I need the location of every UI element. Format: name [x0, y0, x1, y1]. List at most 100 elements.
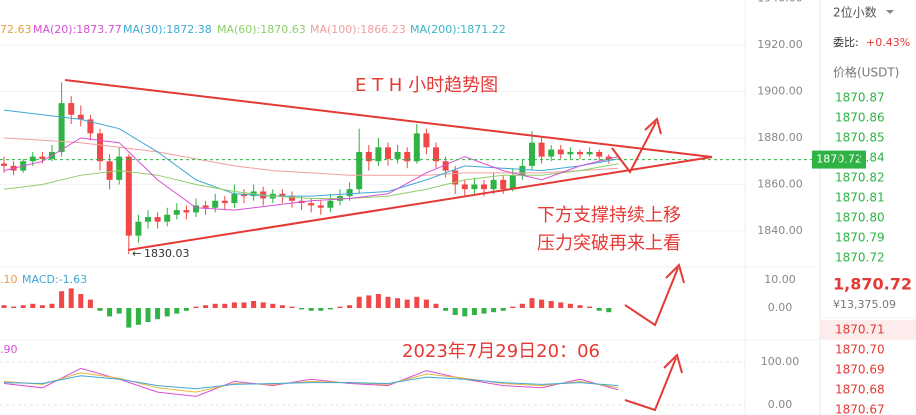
low-label: 1830.03	[144, 247, 190, 260]
candle-body	[375, 147, 382, 162]
rsi-line	[3, 375, 619, 390]
macd-bar	[49, 303, 55, 308]
candle-body	[413, 133, 420, 162]
bid-price: 1870.69	[835, 363, 885, 377]
candle-body	[509, 175, 516, 190]
ma-line	[3, 109, 619, 197]
macd-bar	[289, 306, 295, 308]
macd-bar	[318, 308, 324, 311]
macd-bar	[375, 294, 381, 308]
macd-bar	[337, 306, 343, 308]
annotation-title: E T H 小时趋势图	[355, 75, 498, 96]
macd-bar	[443, 308, 449, 311]
macd-bar	[260, 302, 266, 308]
arrow	[624, 267, 679, 327]
candle-body	[308, 203, 315, 206]
macd-bar	[539, 299, 545, 308]
macd-bar	[164, 308, 170, 317]
price-tick-label: 1920.00	[757, 38, 803, 51]
macd-legend: .10	[0, 273, 18, 286]
candle-body	[29, 156, 36, 162]
candle-body	[317, 205, 324, 208]
candle-body	[586, 151, 593, 155]
candle-body	[221, 200, 228, 204]
annotation-pressure: 压力突破再来上看	[537, 233, 681, 254]
macd-bar	[327, 308, 333, 310]
candle-body	[58, 103, 65, 152]
candle-body	[183, 210, 190, 213]
order-book-panel	[820, 0, 916, 415]
support-line	[127, 156, 713, 251]
ma-legend: MA(200):1871.22	[410, 23, 506, 36]
candle-body	[173, 210, 180, 215]
macd-bar	[87, 299, 93, 308]
ratio-value: +0.43%	[866, 36, 910, 49]
macd-bar	[587, 306, 593, 308]
macd-bar	[97, 308, 103, 311]
macd-bar	[30, 303, 36, 308]
candle-body	[77, 114, 84, 120]
ma-line	[3, 137, 619, 211]
candle-body	[97, 133, 103, 162]
candle-body	[135, 221, 142, 236]
candle-body	[452, 170, 459, 185]
precision-select[interactable]: 2位小数	[833, 5, 877, 20]
macd-bar	[20, 305, 26, 308]
cny-price: ¥13,375.09	[833, 298, 896, 311]
candle-body	[442, 161, 449, 171]
macd-tick-label: 0.00	[768, 301, 793, 314]
macd-bar	[404, 299, 410, 308]
bid-highlight	[820, 320, 916, 340]
macd-bar	[471, 308, 477, 315]
candle-body	[519, 165, 526, 176]
candle-body	[68, 103, 75, 115]
candle-body	[500, 179, 507, 190]
candle-body	[202, 205, 209, 208]
macd-bar	[1, 305, 7, 308]
macd-bar	[11, 306, 17, 308]
candle-body	[577, 151, 583, 155]
rsi-line	[3, 372, 619, 393]
candle-body	[87, 119, 94, 134]
macd-bar	[558, 302, 564, 308]
candle-body	[125, 156, 132, 236]
bid-price: 1870.68	[835, 383, 885, 397]
candle-body	[385, 147, 391, 159]
macd-bar	[347, 305, 353, 308]
macd-bar	[356, 296, 362, 308]
resistance-line	[64, 79, 713, 158]
macd-bar	[155, 308, 161, 320]
arrowhead	[644, 117, 662, 135]
macd-bar	[68, 288, 74, 308]
last-price: 1,870.72	[833, 275, 912, 294]
macd-bar	[174, 308, 180, 314]
candle-body	[356, 151, 363, 190]
macd-bar	[135, 308, 141, 325]
ask-price: 1870.80	[835, 211, 885, 225]
candle-body	[433, 147, 439, 162]
ask-price: 1870.82	[835, 171, 885, 185]
macd-bar	[193, 306, 199, 308]
candle-body	[538, 142, 545, 157]
macd-bar	[270, 303, 276, 308]
candle-body	[423, 133, 430, 148]
price-tick-label: 1940.00	[757, 0, 803, 5]
ma-legend: MA(20):1873.77	[33, 23, 122, 36]
candle-body	[481, 184, 487, 190]
macd-bar	[481, 308, 487, 314]
price-tick-label: 1840.00	[757, 224, 803, 237]
drawings	[64, 79, 713, 412]
candle-body	[461, 184, 468, 190]
macd-bar	[510, 306, 516, 308]
ma-legend: MA(100):1866.23	[310, 23, 406, 36]
macd-bar	[606, 308, 612, 313]
bid-price: 1870.71	[835, 323, 885, 337]
ma-legend: MA(30):1872.38	[123, 23, 212, 36]
candle-body	[241, 193, 247, 197]
macd-bar	[78, 294, 84, 308]
macd-bar	[279, 305, 285, 308]
candle-body	[193, 205, 199, 213]
macd-bar	[107, 308, 113, 317]
arrowhead	[663, 353, 683, 374]
